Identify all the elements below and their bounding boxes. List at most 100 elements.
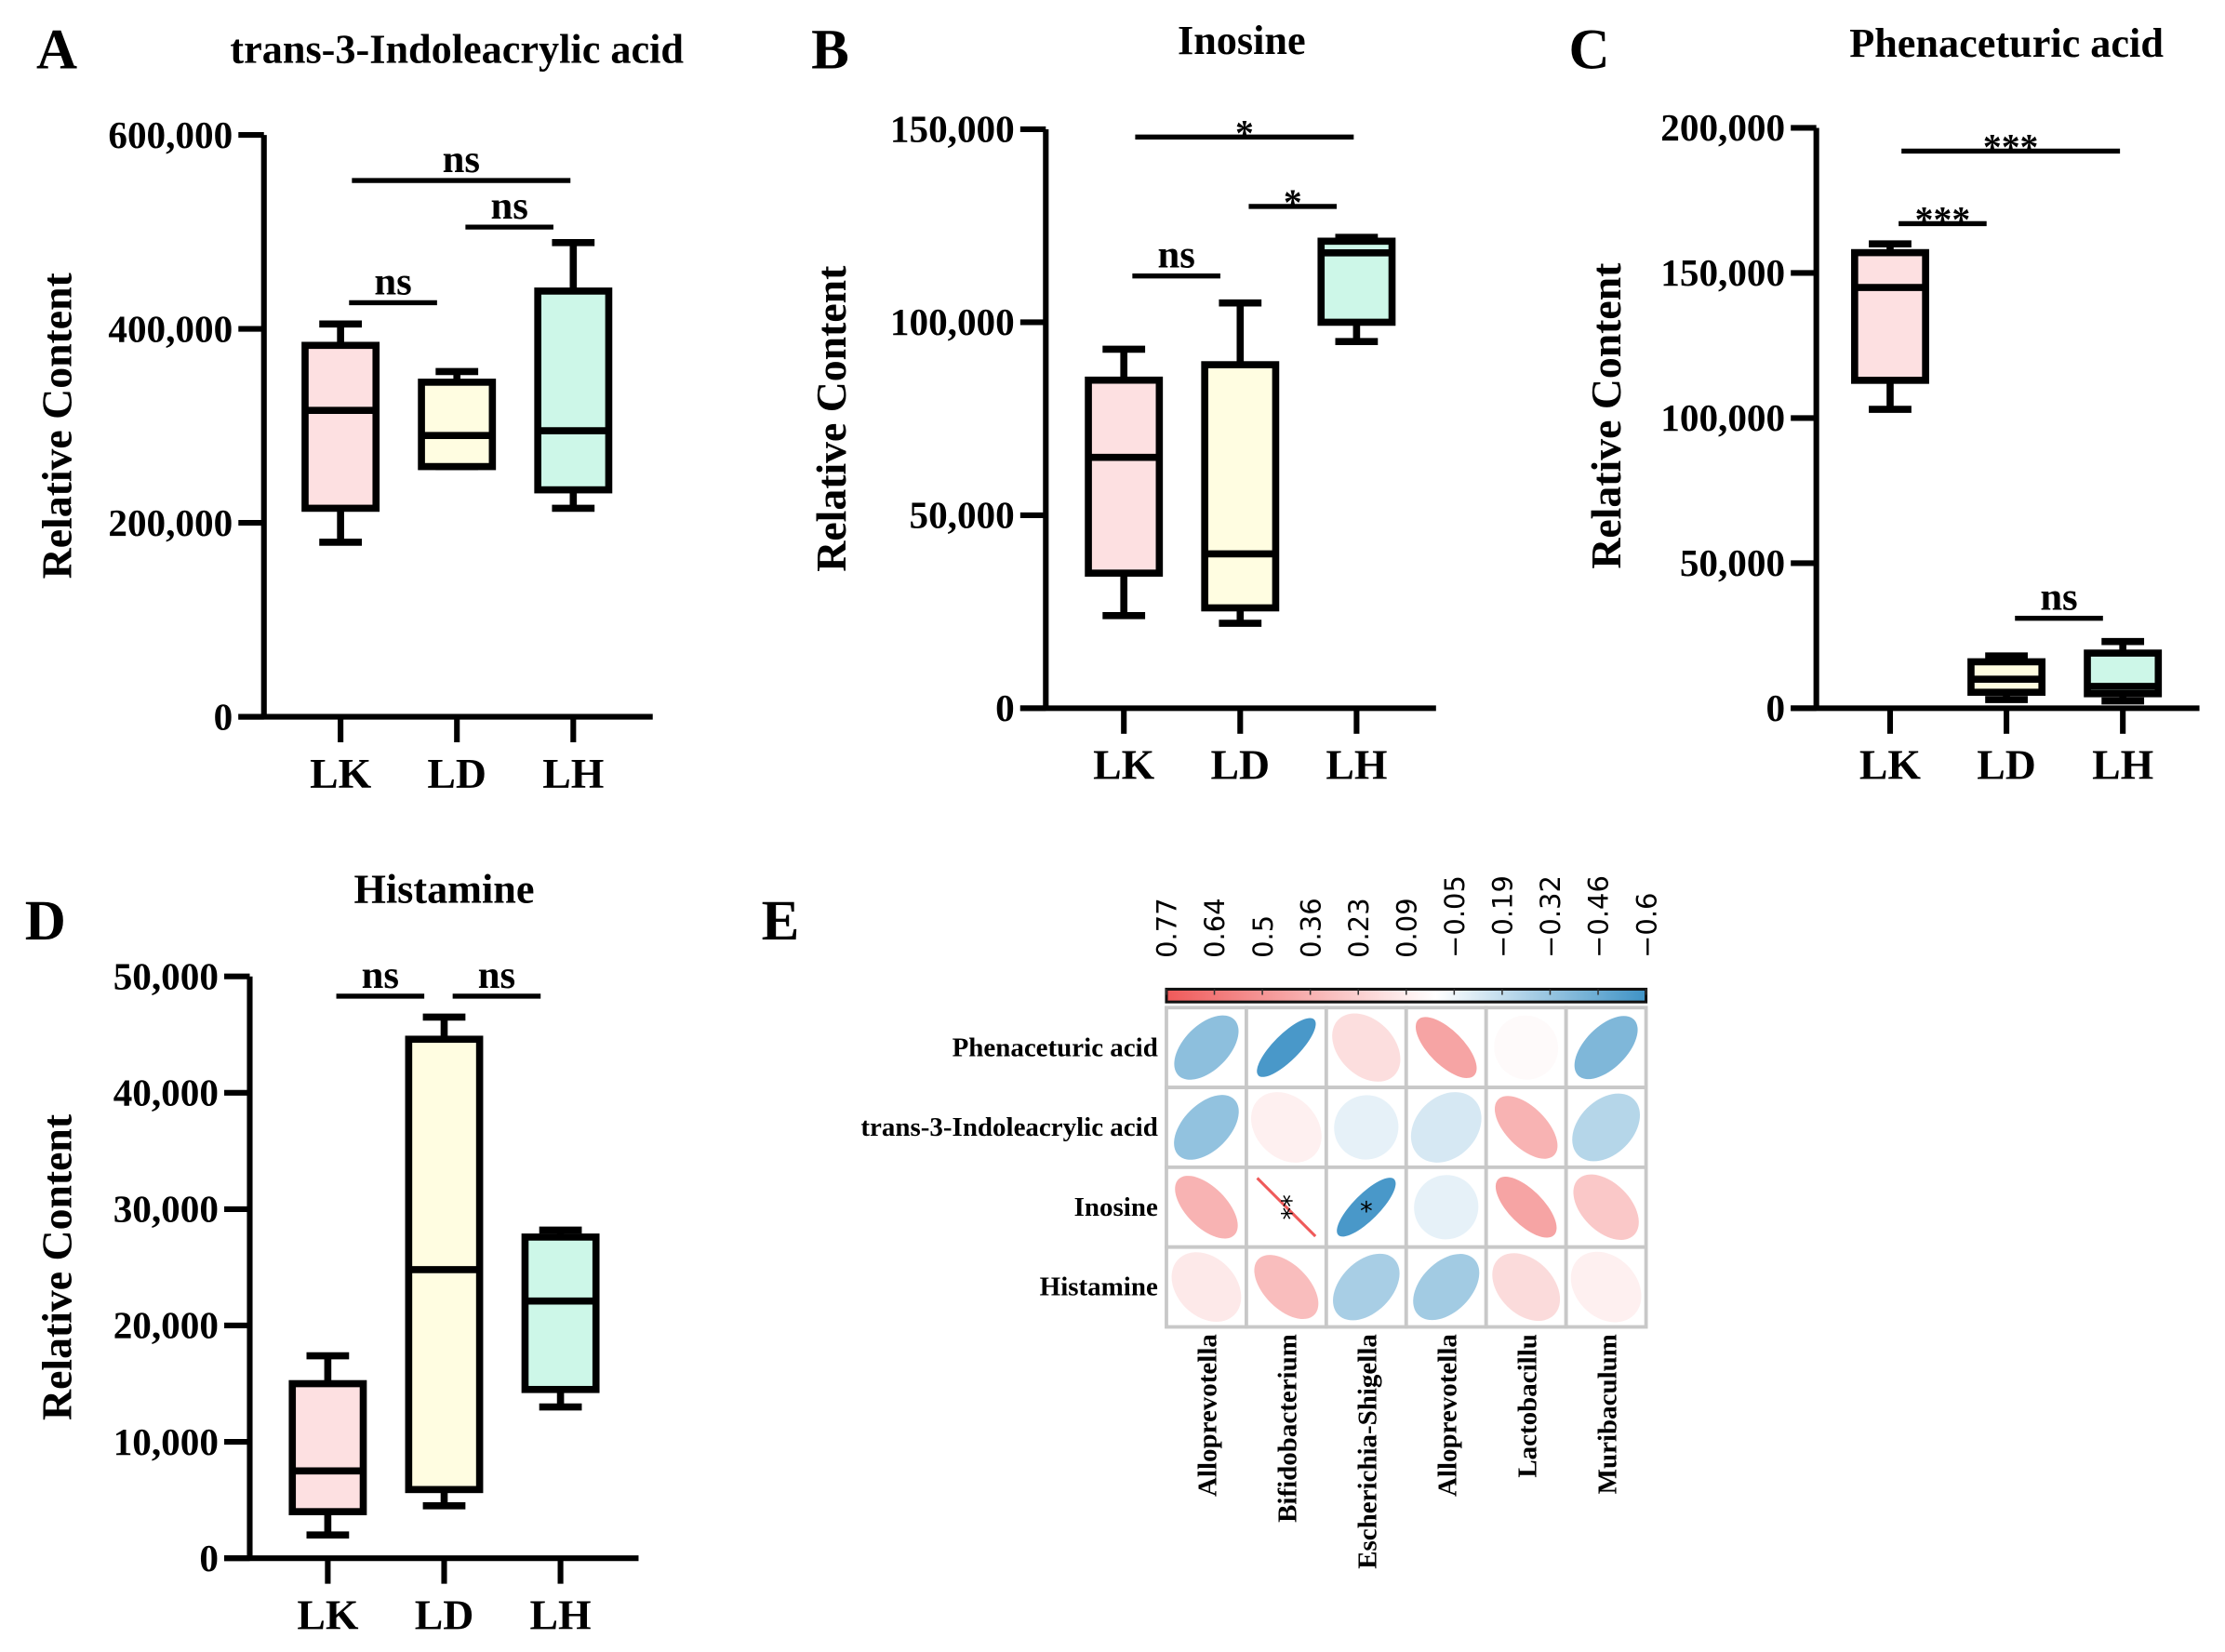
y-tick-label: 200,000 <box>108 501 233 544</box>
y-tick-label: 30,000 <box>113 1188 219 1231</box>
y-tick-label: 600,000 <box>108 113 233 156</box>
correlation-ellipse <box>1494 1096 1558 1159</box>
box-LD <box>1201 361 1280 612</box>
correlation-ellipse <box>1174 1015 1239 1080</box>
correlation-ellipse <box>1573 1174 1639 1240</box>
significance-label: ns <box>374 260 411 303</box>
box-LK <box>301 341 380 513</box>
y-axis-label: Relative Content <box>807 265 855 572</box>
box-LK <box>288 1379 367 1515</box>
x-tick-label: LD <box>415 1591 474 1638</box>
box-LK <box>1085 376 1164 577</box>
correlation-ellipse <box>1174 1095 1239 1160</box>
row-label: trans-3-Indoleacrylic acid <box>860 1112 1157 1142</box>
correlation-ellipse <box>1494 1015 1559 1080</box>
colorbar-tick-label: −0.6 <box>1631 893 1662 958</box>
panel-D: D Histamine Relative Content 0 10,000 20,000 3… <box>25 866 639 1638</box>
colorbar-tick-label: 0.09 <box>1391 898 1422 958</box>
panel-letter: B <box>811 19 849 81</box>
significance-label: *** <box>1915 200 1970 241</box>
box-LH <box>521 1233 600 1393</box>
panel-letter: C <box>1569 19 1610 81</box>
correlation-ellipse <box>1410 1092 1482 1163</box>
x-tick-label: LH <box>2092 741 2153 789</box>
column-label: Muribaculum <box>1592 1334 1622 1494</box>
colorbar-tick-label: 0.23 <box>1343 898 1375 958</box>
chart-title: trans-3-Indoleacrylic acid <box>230 26 684 72</box>
correlation-ellipse <box>1254 1255 1319 1320</box>
significance-label: ns <box>478 953 515 997</box>
y-tick-label: 10,000 <box>113 1420 219 1463</box>
y-tick-label: 50,000 <box>113 954 219 997</box>
correlation-line <box>1256 1177 1317 1238</box>
x-tick-label: LH <box>1326 741 1387 789</box>
chart-title: Phenaceturic acid <box>1849 20 2164 66</box>
correlation-ellipse <box>1332 1013 1401 1082</box>
panel-E: E 0.77 0.64 0.5 0.36 0.23 0.09 −0.05 −0.19 −0.32−… <box>762 875 1663 1569</box>
correlation-ellipse <box>1415 1017 1477 1078</box>
correlation-ellipse <box>1495 1177 1557 1238</box>
y-tick-label: 150,000 <box>890 108 1015 151</box>
column-label: Bifidobacterium <box>1273 1334 1303 1523</box>
y-tick-label: 0 <box>214 695 233 738</box>
x-tick-label: LD <box>1977 741 2036 789</box>
correlation-ellipse <box>1414 1175 1479 1240</box>
significance-label: *** <box>1983 127 2038 168</box>
significance-label: ns <box>490 184 527 228</box>
y-tick-label: 200,000 <box>1660 106 1785 149</box>
correlation-ellipse <box>1251 1092 1322 1163</box>
box-LH <box>534 287 613 494</box>
x-tick-label: LK <box>310 750 372 797</box>
correlation-ellipse <box>1574 1016 1638 1080</box>
colorbar-tick-label: −0.46 <box>1583 875 1615 958</box>
y-tick-label: 50,000 <box>910 494 1015 537</box>
colorbar-tick-label: 0.64 <box>1199 898 1231 958</box>
significance-label: * <box>1235 113 1254 153</box>
y-tick-label: 20,000 <box>113 1304 219 1347</box>
correlation-ellipse <box>1333 1253 1400 1321</box>
colorbar-tick-label: −0.05 <box>1439 875 1471 958</box>
panel-letter: D <box>25 890 66 953</box>
colorbar-tick-label: −0.32 <box>1535 875 1566 958</box>
x-tick-label: LH <box>530 1591 592 1638</box>
x-tick-label: LH <box>542 750 604 797</box>
x-tick-label: LK <box>297 1591 359 1638</box>
correlation-ellipse <box>1334 1095 1399 1160</box>
significance-label: ns <box>2040 576 2077 620</box>
colorbar-tick-label: 0.77 <box>1152 898 1183 958</box>
box-LD <box>418 379 497 471</box>
significance-label: * <box>1360 1198 1373 1227</box>
row-label: Phenaceturic acid <box>953 1032 1158 1062</box>
y-tick-label: 0 <box>995 686 1015 729</box>
significance-label: * <box>1284 182 1302 223</box>
x-tick-label: LD <box>427 750 486 797</box>
significance-label: ** <box>1267 1194 1296 1219</box>
significance-label: ns <box>443 138 480 181</box>
significance-label: ns <box>362 953 399 997</box>
correlation-ellipse <box>1492 1253 1561 1321</box>
column-label: Alloprevotella <box>1432 1334 1462 1497</box>
panel-letter: E <box>762 890 800 953</box>
y-axis-label: Relative Content <box>1582 262 1630 569</box>
column-label: Escherichia-Shigella <box>1352 1334 1382 1569</box>
y-tick-label: 0 <box>1765 686 1785 729</box>
correlation-ellipse <box>1337 1178 1396 1237</box>
chart-title: Histamine <box>353 866 534 912</box>
correlation-ellipse <box>1572 1093 1641 1162</box>
correlation-ellipse <box>1570 1251 1642 1323</box>
colorbar-tick-label: 0.5 <box>1247 915 1279 958</box>
y-tick-label: 0 <box>199 1537 219 1579</box>
correlation-ellipse <box>1413 1254 1480 1321</box>
panel-B: B Inosine Relative Content 0 50,000 100,000 15… <box>807 18 1436 789</box>
row-label: Histamine <box>1040 1272 1158 1302</box>
column-label: Alloprevotella <box>1193 1334 1223 1497</box>
box-LD <box>405 1035 484 1494</box>
chart-title: Inosine <box>1178 18 1306 63</box>
column-label: Lactobacillu <box>1512 1334 1542 1478</box>
colorbar-tick-label: 0.36 <box>1295 898 1326 958</box>
panel-C: C Phenaceturic acid Relative Content 0 50,00… <box>1569 19 2200 789</box>
colorbar-tick-label: −0.19 <box>1487 875 1519 958</box>
y-tick-label: 100,000 <box>890 300 1015 343</box>
